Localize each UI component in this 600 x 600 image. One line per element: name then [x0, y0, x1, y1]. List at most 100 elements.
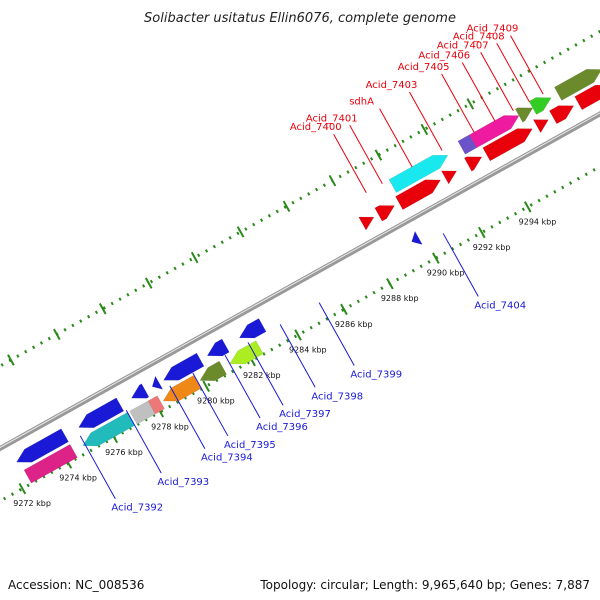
tick-reverse	[340, 303, 348, 316]
label-connector	[441, 73, 475, 133]
gene-label-forward: Acid_7400	[290, 122, 342, 133]
tick-forward	[98, 303, 107, 315]
gene-label-reverse: Acid_7394	[201, 453, 253, 464]
gene-label-forward: Acid_7407	[437, 40, 489, 51]
label-connector	[442, 233, 479, 297]
gene-arrow-forward	[528, 97, 552, 115]
tick-forward	[7, 354, 15, 366]
tick-reverse	[294, 329, 302, 341]
label-connector	[169, 385, 206, 449]
gene-label-reverse: Acid_7395	[224, 440, 276, 451]
label-connector	[461, 62, 496, 122]
gene-label-reverse: Acid_7398	[311, 391, 363, 402]
label-connector	[333, 133, 367, 193]
tick-reverse	[202, 380, 210, 392]
gene-arrow-reverse	[131, 383, 150, 399]
tick-label: 9292 kbp	[473, 243, 511, 252]
gene-arrow-reverse	[238, 318, 267, 339]
gene-arrow-forward	[464, 156, 483, 172]
gene-label-forward: Acid_7405	[398, 62, 450, 73]
gene-label-forward: sdhA	[349, 97, 374, 108]
tick-label: 9288 kbp	[381, 294, 419, 303]
tick-label: 9294 kbp	[519, 217, 557, 226]
tick-forward	[190, 251, 199, 264]
tick-reverse	[18, 482, 27, 495]
gene-arrow-forward	[482, 128, 533, 162]
gene-arrow-reverse	[16, 428, 69, 463]
label-connector	[409, 91, 443, 151]
gene-arrow-forward	[374, 205, 395, 222]
gene-features	[16, 69, 600, 484]
gene-arrow-forward	[554, 69, 600, 101]
backbone-line	[0, 111, 600, 452]
gene-arrow-reverse	[229, 340, 264, 365]
label-connector	[496, 43, 530, 103]
tick-reverse	[523, 201, 532, 213]
label-connector	[510, 35, 544, 95]
label-connector	[192, 372, 229, 437]
label-connector	[349, 125, 383, 185]
gene-arrow-reverse	[206, 338, 230, 357]
label-connector	[318, 302, 355, 366]
gene-arrow-reverse	[23, 444, 78, 484]
label-connector	[480, 52, 514, 112]
gene-arrow-reverse	[151, 375, 164, 390]
gene-label-reverse: Acid_7399	[350, 370, 402, 381]
gene-label-forward: Acid_7403	[366, 80, 418, 91]
label-connector	[379, 108, 413, 168]
tick-label: 9282 kbp	[243, 371, 281, 380]
gene-arrow-reverse	[147, 395, 165, 415]
gene-arrow-forward	[514, 107, 534, 123]
gene-arrow-forward	[549, 105, 575, 125]
tick-reverse	[478, 226, 486, 239]
gene-arrow-forward	[388, 154, 449, 193]
tick-forward	[282, 200, 291, 213]
gene-label-forward: Acid_7401	[306, 113, 358, 124]
tick-reverse	[386, 278, 394, 290]
tick-forward	[53, 328, 61, 341]
backbone-highlight	[0, 112, 600, 449]
gene-label-reverse: Acid_7397	[279, 409, 331, 420]
label-connector	[79, 435, 116, 499]
tick-label: 9280 kbp	[197, 397, 235, 406]
gene-arrow-forward	[469, 115, 520, 149]
tick-forward	[328, 174, 337, 187]
gene-arrow-reverse	[163, 352, 205, 381]
tick-forward	[144, 277, 153, 289]
tick-label: 9276 kbp	[105, 448, 143, 457]
gene-arrow-forward	[532, 119, 549, 134]
tick-label: 9274 kbp	[59, 474, 97, 483]
gene-arrow-reverse	[78, 397, 125, 428]
gene-arrow-reverse	[411, 230, 423, 245]
gene-label-forward: Acid_7408	[453, 31, 505, 42]
label-connector	[125, 409, 162, 474]
map-title: Solibacter usitatus Ellin6076, complete …	[144, 11, 456, 26]
gene-arrow-forward	[358, 216, 375, 231]
tick-forward	[466, 98, 475, 110]
tick-label: 9290 kbp	[427, 269, 465, 278]
tick-label: 9278 kbp	[151, 422, 189, 431]
gene-arrow-forward	[395, 179, 441, 210]
tick-forward	[374, 149, 383, 161]
gene-arrow-forward	[440, 170, 458, 185]
gene-arrow-reverse	[199, 360, 227, 381]
gene-label-reverse: Acid_7393	[157, 477, 209, 488]
tick-forward	[236, 226, 245, 238]
label-connector	[279, 324, 316, 388]
tick-reverse	[432, 252, 440, 264]
accession-text: Accession: NC_008536	[8, 578, 145, 592]
gene-label-forward: Acid_7409	[467, 24, 519, 35]
label-connector	[247, 342, 284, 406]
genome-summary-text: Topology: circular; Length: 9,965,640 bp…	[260, 578, 590, 592]
tick-forward	[420, 123, 429, 136]
gene-label-reverse: Acid_7392	[111, 503, 163, 514]
gene-arrow-forward	[574, 84, 600, 111]
tick-label: 9286 kbp	[335, 320, 373, 329]
tick-label: 9284 kbp	[289, 345, 327, 354]
gene-label-reverse: Acid_7396	[256, 422, 308, 433]
genome-backbone	[0, 111, 600, 452]
label-connector	[224, 354, 261, 419]
tick-label: 9272 kbp	[13, 499, 51, 508]
